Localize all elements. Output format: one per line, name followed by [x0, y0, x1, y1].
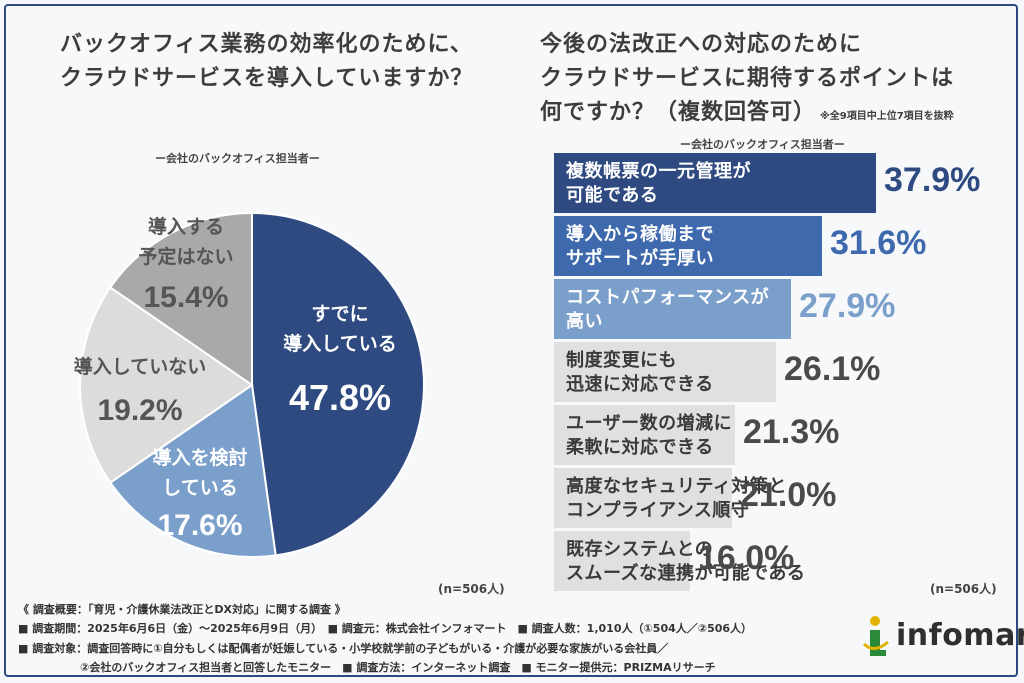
- bar-value-1: 31.6%: [830, 224, 927, 262]
- left-subtitle: ー会社のバックオフィス担当者ー: [155, 152, 320, 165]
- bar-0: [554, 153, 876, 213]
- left-title: バックオフィス業務の効率化のために、 クラウドサービスを導入していますか？: [60, 28, 473, 96]
- bar-label-3: 制度変更にも 迅速に対応できる: [566, 350, 714, 395]
- bar-row-3: 制度変更にも 迅速に対応できる 26.1%: [554, 342, 994, 402]
- right-title-line1: 今後の法改正への対応のために: [540, 32, 863, 57]
- bar-row-2: コストパフォーマンスが 高い 27.9%: [554, 279, 994, 339]
- bar-5: [554, 468, 732, 528]
- bar-row-1: 導入から稼働まで サポートが手厚い 31.6%: [554, 216, 994, 276]
- bar-row-4: ユーザー数の増減に 柔軟に対応できる 21.3%: [554, 405, 994, 465]
- bar-label-0: 複数帳票の一元管理が 可能である: [566, 161, 751, 206]
- bar-value-6: 16.0%: [698, 539, 795, 577]
- right-sample-size: (n=506人): [930, 582, 997, 596]
- bar-row-5: 高度なセキュリティ対策と コンプライアンス順守 21.0%: [554, 468, 994, 528]
- bar-value-0: 37.9%: [884, 161, 981, 199]
- right-title: 今後の法改正への対応のために クラウドサービスに期待するポイントは 何ですか？（…: [540, 28, 954, 134]
- bar-label-5: 高度なセキュリティ対策と コンプライアンス順守: [566, 476, 787, 521]
- right-title-line3: 何ですか？（複数回答可）: [540, 100, 817, 125]
- bar-3: [554, 342, 776, 402]
- bar-label-6: 既存システムとの スムーズな連携が可能である: [566, 539, 806, 584]
- infomart-logo-icon: [862, 616, 889, 656]
- bar-label-4: ユーザー数の増減に 柔軟に対応できる: [566, 413, 733, 458]
- bar-4: [554, 405, 735, 465]
- bar-row-0: 複数帳票の一元管理が 可能である 37.9%: [554, 153, 994, 213]
- bar-row-6: 既存システムとの スムーズな連携が可能である 16.0%: [554, 531, 994, 591]
- left-title-line1: バックオフィス業務の効率化のために、: [60, 32, 473, 57]
- bar-value-5: 21.0%: [740, 476, 837, 514]
- footer-survey-method: ②会社のバックオフィス担当者と回答したモニター ■ 調査方法：インターネット調査…: [80, 661, 716, 674]
- footer-survey-target: ■ 調査対象：調査回答時に①自分もしくは配偶者が妊娠している・小学校就学前の子ど…: [18, 642, 669, 655]
- bar-2: [554, 279, 791, 339]
- footer-survey-period: ■ 調査期間：2025年6月6日（金）〜2025年6月9日（月） ■ 調査元：株…: [18, 622, 753, 635]
- right-title-note: ※全9項目中上位7項目を抜粋: [820, 111, 954, 122]
- bar-label-2: コストパフォーマンスが 高い: [566, 287, 770, 332]
- bar-label-1: 導入から稼働まで サポートが手厚い: [566, 224, 714, 269]
- bar-value-2: 27.9%: [799, 287, 896, 325]
- bar-value-4: 21.3%: [743, 413, 840, 451]
- bar-1: [554, 216, 822, 276]
- bar-6: [554, 531, 690, 591]
- right-title-line2: クラウドサービスに期待するポイントは: [540, 66, 955, 91]
- right-subtitle: ー会社のバックオフィス担当者ー: [680, 138, 845, 151]
- bar-value-3: 26.1%: [784, 350, 881, 388]
- logo-text: infomart: [896, 618, 1024, 653]
- footer-survey-title: 《 調査概要：「育児・介護休業法改正とDX対応」に関する調査 》: [18, 603, 346, 616]
- left-sample-size: (n=506人): [438, 582, 505, 596]
- left-title-line2: クラウドサービスを導入していますか？: [60, 66, 474, 91]
